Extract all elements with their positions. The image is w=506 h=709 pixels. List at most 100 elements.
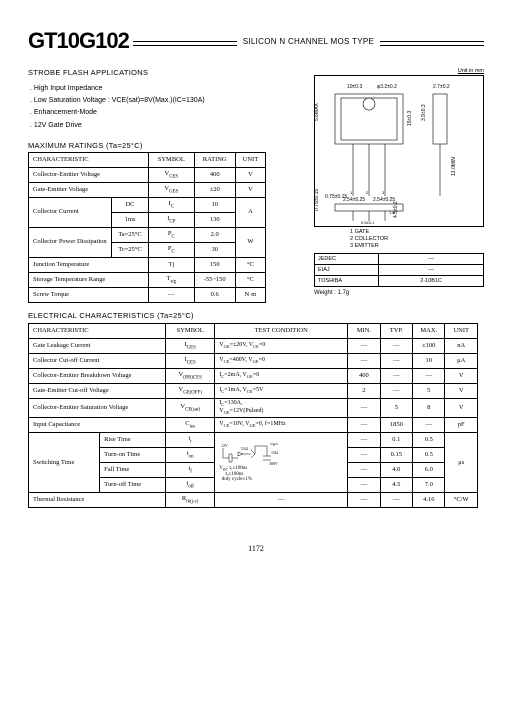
cell: 8 [413, 398, 445, 417]
cell: VGES [149, 182, 195, 197]
cell: V [445, 368, 478, 383]
cell: EIAJ [315, 265, 379, 276]
cell: 0.6 [194, 287, 235, 302]
package-svg: 10±0.3 φ3.2±0.2 2.7±0.2 5.6MAX 15±0.3 13… [315, 76, 485, 226]
cell: -55~150 [194, 272, 235, 287]
cell: — [380, 338, 412, 353]
cell: 2-10B1C [379, 276, 484, 287]
pin: 3 EMITTER [350, 243, 484, 250]
feature: . High Input Impedance [30, 83, 306, 94]
cell: 7.0 [413, 477, 445, 492]
cell: ±100 [413, 338, 445, 353]
cell: IC=130A,VGE=12V(Pulsed) [215, 398, 348, 417]
cell: tf [166, 462, 215, 477]
cell: 5 [380, 398, 412, 417]
cell: Tc=25°C [112, 242, 149, 257]
package-drawing: Unit in mm [314, 68, 484, 296]
cell: — [348, 398, 380, 417]
cell: Collector-Emitter Voltage [29, 167, 149, 182]
hdr: SYMBOL [149, 152, 195, 167]
cell: toff [166, 477, 215, 492]
svg-text:15±0.3: 15±0.3 [407, 111, 413, 126]
elec-title: ELECTRICAL CHARACTERISTICS (Ta=25°C) [28, 311, 484, 320]
cell: nA [445, 338, 478, 353]
cell: tr [166, 432, 215, 447]
cell: 1ms [112, 212, 149, 227]
cell: PC [149, 227, 195, 242]
cell: Gate Leakage Current [29, 338, 166, 353]
cell: 2 [348, 383, 380, 398]
cell: Rise Time [100, 432, 166, 447]
cell: IC=2mA, VGE=0 [215, 368, 348, 383]
cell: ton [166, 447, 215, 462]
feature: . Low Saturation Voltage : VCE(sat)=8V(M… [30, 95, 306, 106]
cell: DC [112, 197, 149, 212]
cell: Thermal Resistance [29, 492, 166, 507]
cell: — [348, 492, 380, 507]
svg-text:1: 1 [350, 190, 353, 195]
pin: 2 COLLECTOR [350, 236, 484, 243]
subtitle: SILICON N CHANNEL MOS TYPE [243, 37, 374, 46]
cell: Collector Current [29, 197, 112, 227]
hdr: CHARACTERISTIC [29, 323, 166, 338]
cell: °C/W [445, 492, 478, 507]
svg-text:1.6: 1.6 [389, 210, 395, 215]
cell: Turn-on Time [100, 447, 166, 462]
pin: 1 GATE [350, 229, 484, 236]
cell: Tj [149, 257, 195, 272]
cell: ICP [149, 212, 195, 227]
svg-text:0.5±0.1: 0.5±0.1 [361, 220, 375, 225]
cell: W [235, 227, 265, 257]
cell: °C [235, 272, 265, 287]
cell: — [348, 477, 380, 492]
hdr: RATING [194, 152, 235, 167]
cell: V(BR)CES [166, 368, 215, 383]
svg-text:300V: 300V [269, 461, 278, 466]
cell: Cies [166, 417, 215, 432]
cell: VCE=10V, VGE=0, f=1MHz [215, 417, 348, 432]
svg-text:3: 3 [382, 190, 385, 195]
hdr: MIN. [348, 323, 380, 338]
cell: Gate-Emitter Cut-off Voltage [29, 383, 166, 398]
cell: IGES [166, 338, 215, 353]
cell: — [348, 353, 380, 368]
cell: 2.0 [194, 227, 235, 242]
cell: Screw Torque [29, 287, 149, 302]
cell: Collector-Emitter Breakdown Voltage [29, 368, 166, 383]
cell: 400 [194, 167, 235, 182]
cell: A [235, 197, 265, 227]
svg-text:10±0.3: 10±0.3 [347, 84, 362, 90]
cell: 5 [413, 383, 445, 398]
cell: — [348, 417, 380, 432]
pin-list: 1 GATE 2 COLLECTOR 3 EMITTER [350, 229, 484, 250]
cell: — [413, 368, 445, 383]
cell: — [348, 462, 380, 477]
svg-text:2.7±0.2: 2.7±0.2 [433, 84, 450, 90]
cell: — [380, 368, 412, 383]
cell: VCE=400V, VGE=0 [215, 353, 348, 368]
svg-text:13.0MIN: 13.0MIN [451, 157, 457, 176]
mfr-table: JEDEC— EIAJ— TOSHIBA2-10B1C [314, 253, 484, 287]
cell: 4.0 [380, 462, 412, 477]
svg-text:0.75±0.15: 0.75±0.15 [315, 189, 320, 211]
cell: VCE(sat) [166, 398, 215, 417]
page-number: 1172 [28, 544, 484, 553]
svg-text:2.54±0.25: 2.54±0.25 [343, 197, 365, 203]
cell: 4.16 [413, 492, 445, 507]
cell: — [348, 432, 380, 447]
cell: VCES [149, 167, 195, 182]
cell: TOSHIBA [315, 276, 379, 287]
cell: ±20 [194, 182, 235, 197]
rule [133, 41, 237, 46]
cell: N·m [235, 287, 265, 302]
cell: 130 [194, 212, 235, 227]
svg-text:5.6MAX: 5.6MAX [315, 103, 320, 121]
cell: Ta=25°C [112, 227, 149, 242]
electrical-table: CHARACTERISTIC SYMBOL TEST CONDITION MIN… [28, 323, 478, 508]
cell: Turn-off Time [100, 477, 166, 492]
hdr: SYMBOL [166, 323, 215, 338]
cell: VGE=±20V, VCE=0 [215, 338, 348, 353]
cell: — [380, 353, 412, 368]
cell: μA [445, 353, 478, 368]
svg-text:φ3.2±0.2: φ3.2±0.2 [377, 84, 397, 90]
